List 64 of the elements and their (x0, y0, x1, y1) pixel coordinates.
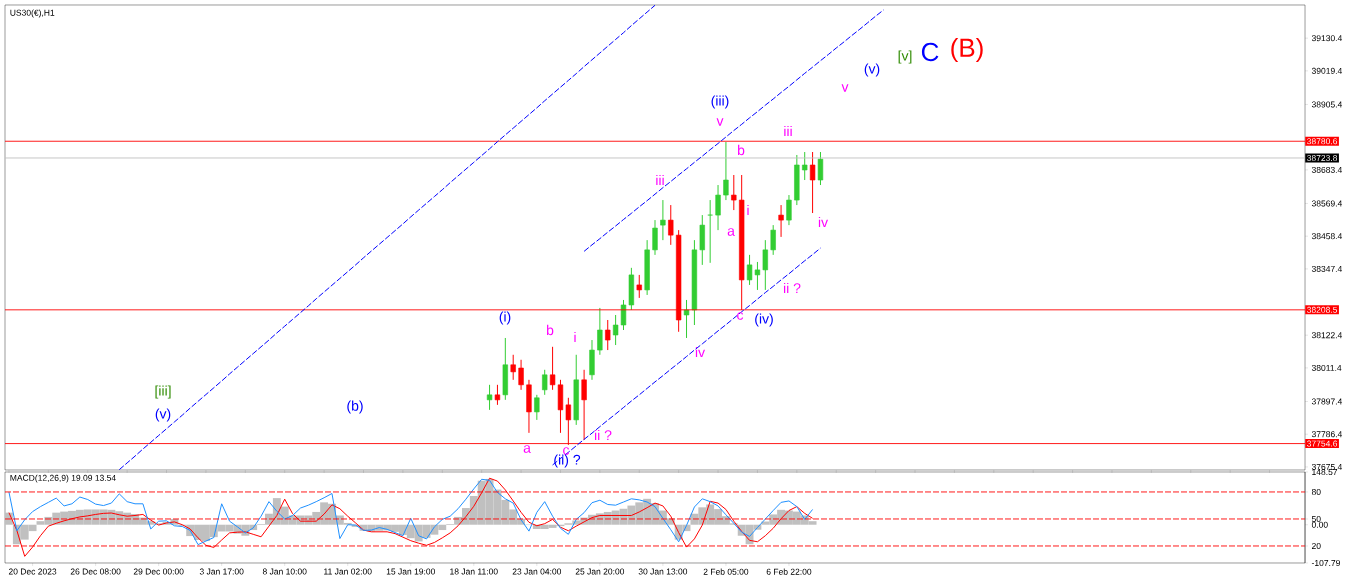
y-tick-label: 148.57 (1312, 468, 1338, 475)
y-tick-label: 38347.4 (1311, 265, 1343, 272)
annotation: (ii) ? (554, 454, 581, 468)
annotation: b (547, 324, 554, 336)
x-tick-label: 11 Jan 02:00 (324, 568, 372, 575)
annotation: (iv) (755, 313, 773, 327)
annotation: b (738, 144, 745, 156)
annotation: iii (656, 174, 664, 186)
y-tick-label: 38905.4 (1311, 101, 1343, 108)
y-tick-label: 38122.4 (1311, 332, 1343, 339)
y-tick-label: 37897.4 (1311, 398, 1343, 405)
annotation: (iii) (711, 95, 729, 109)
y-tick-label: 38569.4 (1311, 200, 1343, 207)
annotation: a (523, 445, 531, 453)
annotation: c (563, 447, 570, 455)
annotation: iv (695, 346, 706, 358)
y-tick-label: 39130.4 (1311, 35, 1343, 42)
x-tick-label: 3 Jan 17:00 (199, 568, 244, 575)
x-tick-label: 8 Jan 10:00 (262, 568, 307, 575)
x-tick-label: 2 Feb 05:00 (703, 568, 749, 575)
annotation: a (727, 228, 735, 236)
annotation: iii (784, 125, 792, 137)
y-tick-label: 37786.4 (1311, 431, 1343, 438)
y2-tick-label: 20 (1311, 542, 1321, 549)
y-tick-label: 0.00 (1311, 521, 1328, 528)
annotation: (b) (347, 400, 363, 414)
x-tick-label: 15 Jan 19:00 (386, 568, 435, 575)
x-tick-label: 26 Dec 08:00 (70, 568, 121, 575)
y-tick-label: 39019.4 (1311, 67, 1343, 74)
y-tick-label: -107.79 (1311, 559, 1340, 566)
y-tick-label: 38683.4 (1311, 166, 1343, 173)
ref-line-label: 38723.8 (1307, 154, 1338, 161)
ref-line-label: 37754.6 (1307, 440, 1338, 447)
annotation: c (737, 312, 744, 320)
x-tick-label: 20 Dec 2023 (8, 568, 57, 575)
annotation: [v] (898, 50, 912, 64)
y2-tick-label: 50 (1311, 515, 1321, 522)
x-tick-label: 25 Jan 20:00 (575, 568, 625, 575)
annotation: v (841, 84, 849, 92)
y-tick-label: 38011.4 (1311, 364, 1342, 371)
annotation: (i) (499, 311, 511, 325)
ref-line-label: 38780.6 (1307, 138, 1338, 145)
chart-title: MACD(12,26,9) 19.09 13.54 (10, 474, 116, 483)
annotation: (v) (155, 408, 171, 422)
x-tick-label: 30 Jan 13:00 (638, 568, 688, 575)
y-tick-label: 37675.4 (1311, 463, 1343, 470)
annotation: ii ? (784, 282, 801, 294)
x-tick-label: 29 Dec 00:00 (133, 568, 184, 575)
annotation: i (747, 204, 749, 216)
y2-tick-label: 80 (1311, 488, 1321, 495)
x-tick-label: 23 Jan 04:00 (512, 568, 562, 575)
y-tick-label: 38458.4 (1311, 233, 1343, 240)
x-tick-label: 6 Feb 22:00 (766, 568, 812, 575)
annotation: (B) (951, 37, 983, 63)
chart-title: US30(€),H1 (10, 9, 55, 18)
ref-line-label: 38208.5 (1307, 306, 1338, 313)
annotation: iv (818, 216, 829, 228)
annotation: C (921, 42, 939, 62)
annotation: i (574, 331, 576, 343)
annotation: ii ? (595, 429, 612, 441)
x-tick-label: 18 Jan 11:00 (450, 568, 498, 575)
annotation: (v) (864, 63, 880, 77)
annotation: v (716, 118, 724, 126)
annotation: [iii] (155, 385, 171, 399)
